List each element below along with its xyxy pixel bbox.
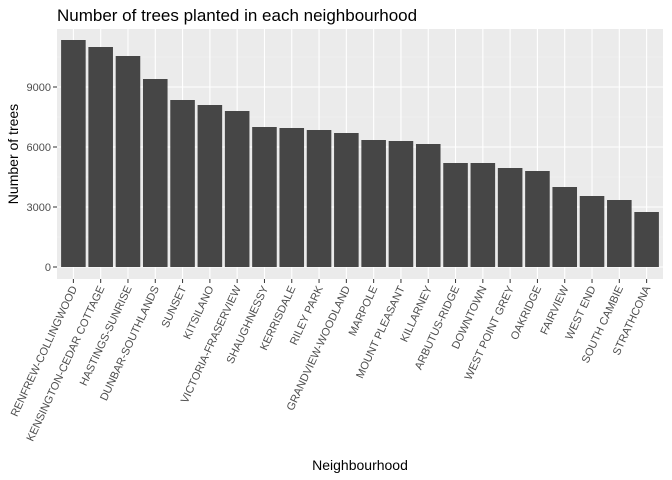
y-tick-label: 0	[45, 262, 51, 274]
x-tick-label: SUNSET	[160, 284, 190, 330]
bar	[497, 168, 523, 267]
bar	[361, 140, 386, 267]
bar	[197, 105, 223, 267]
y-tick-label: 9000	[27, 82, 51, 94]
bar	[306, 130, 332, 267]
bar	[224, 111, 250, 267]
bar	[525, 171, 550, 267]
bar	[115, 56, 141, 267]
bar	[252, 127, 277, 267]
bar	[634, 212, 659, 267]
x-tick-label: WEST POINT GREY	[463, 284, 517, 382]
y-tick-label: 3000	[27, 202, 51, 214]
bar	[552, 187, 578, 267]
bar	[388, 141, 414, 267]
bar	[279, 128, 305, 267]
chart-title: Number of trees planted in each neighbou…	[57, 6, 417, 25]
y-axis: 0 3000 6000 9000	[27, 82, 57, 274]
x-axis-label: Neighbourhood	[312, 457, 408, 473]
bar	[607, 200, 632, 267]
bar	[470, 163, 496, 267]
bar	[88, 47, 113, 267]
bar	[579, 196, 605, 267]
y-axis-label: Number of trees	[5, 104, 21, 204]
bar	[142, 79, 168, 267]
bar	[170, 100, 195, 267]
bar	[334, 133, 359, 267]
bars-group	[61, 40, 659, 267]
y-tick-label: 6000	[27, 142, 51, 154]
bar	[415, 144, 441, 267]
bar	[61, 40, 86, 267]
bar	[443, 163, 468, 267]
